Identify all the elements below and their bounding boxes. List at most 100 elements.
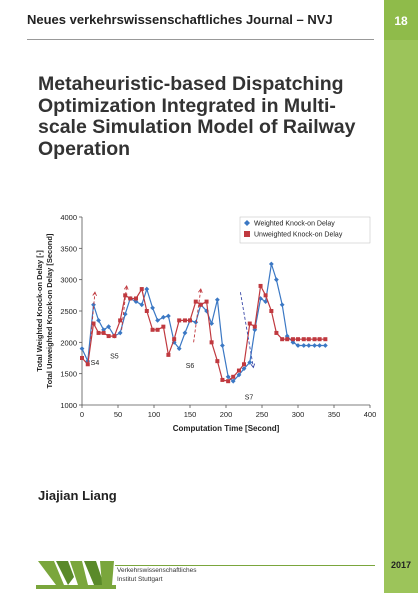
data-point-unweighted — [236, 368, 241, 373]
data-point-weighted — [214, 297, 220, 303]
data-point-unweighted — [220, 377, 225, 382]
logo-underline — [115, 565, 375, 566]
data-point-unweighted — [312, 337, 317, 342]
data-point-weighted — [322, 343, 328, 348]
data-point-unweighted — [204, 299, 209, 304]
data-point-unweighted — [209, 340, 214, 345]
data-point-unweighted — [263, 293, 268, 298]
legend-marker-weighted — [244, 220, 250, 226]
x-tick-label: 150 — [184, 410, 197, 419]
data-point-unweighted — [172, 337, 177, 342]
stage-label: S4 — [91, 360, 100, 367]
data-point-unweighted — [118, 318, 123, 323]
x-tick-label: 50 — [114, 410, 122, 419]
data-point-weighted — [209, 321, 214, 326]
data-point-unweighted — [231, 374, 236, 379]
x-tick-label: 350 — [328, 410, 341, 419]
legend-marker-unweighted — [244, 231, 250, 237]
issue-box — [384, 0, 418, 40]
annotation-arrow — [193, 289, 202, 343]
annotation-arrow — [121, 285, 128, 330]
data-point-unweighted — [258, 283, 263, 288]
data-point-weighted — [166, 313, 171, 319]
delay-chart: 1000 1500 2000 2500 3000 3500 4000 0 50 100 150 200… — [35, 213, 376, 433]
y-tick-label: 3000 — [60, 276, 77, 285]
data-point-unweighted — [323, 337, 328, 342]
data-point-unweighted — [144, 309, 149, 313]
data-point-unweighted — [128, 296, 133, 301]
data-point-unweighted — [285, 337, 290, 342]
publisher-name-line1: Verkehrswissenschaftliches — [117, 567, 197, 574]
data-point-weighted — [230, 378, 236, 384]
data-point-unweighted — [155, 327, 160, 332]
x-tick-label: 0 — [80, 410, 84, 419]
data-point-weighted — [236, 372, 242, 378]
publisher-name-line2: Institut Stuttgart — [117, 576, 163, 583]
data-point-weighted — [247, 359, 253, 365]
data-point-weighted — [263, 299, 268, 304]
x-tick-label: 200 — [220, 410, 233, 419]
data-point-unweighted — [139, 287, 144, 292]
y-tick-label: 2500 — [60, 307, 77, 316]
data-point-weighted — [160, 314, 166, 320]
annotation-arrowhead — [250, 363, 256, 369]
journal-header: Neues verkehrswissenschaftliches Journal… — [0, 0, 418, 40]
data-point-weighted — [295, 343, 301, 348]
data-point-unweighted — [290, 337, 295, 342]
data-point-weighted — [144, 286, 150, 292]
author-name: Jiajian Liang — [38, 488, 117, 503]
data-point-unweighted — [306, 337, 311, 342]
y-tick-label: 2000 — [60, 338, 77, 347]
data-point-unweighted — [85, 362, 90, 367]
book-title: Metaheuristic-based Dispatching Optimiza… — [38, 73, 356, 160]
data-point-unweighted — [91, 321, 96, 326]
annotation-arrow — [239, 292, 254, 368]
series-line-1 — [81, 263, 326, 383]
data-point-unweighted — [193, 299, 198, 304]
data-point-weighted — [150, 305, 155, 311]
data-point-unweighted — [182, 318, 187, 323]
data-point-unweighted — [252, 324, 257, 329]
legend-box — [239, 216, 371, 244]
series-line-2 — [81, 283, 326, 382]
y-tick-label: 1000 — [60, 401, 77, 410]
issue-number: 18 — [394, 14, 408, 28]
annotation-arrowhead — [92, 291, 97, 297]
data-point-weighted — [317, 343, 322, 348]
data-point-unweighted — [215, 359, 220, 364]
y-tick-label: 1500 — [60, 370, 77, 379]
data-point-unweighted — [301, 337, 306, 342]
data-point-unweighted — [296, 337, 300, 342]
annotation-arrowhead — [198, 288, 203, 293]
data-point-weighted — [312, 343, 317, 348]
data-point-unweighted — [226, 379, 231, 384]
data-point-weighted — [220, 343, 225, 348]
data-point-weighted — [117, 330, 123, 336]
x-tick-label: 100 — [148, 410, 161, 419]
data-point-weighted — [301, 343, 307, 348]
data-point-unweighted — [269, 309, 274, 313]
data-point-unweighted — [177, 318, 182, 323]
stage-label: S6 — [186, 363, 195, 370]
header-divider — [27, 39, 374, 40]
data-point-unweighted — [161, 324, 166, 329]
data-point-unweighted — [198, 302, 203, 307]
data-point-weighted — [241, 366, 247, 372]
data-point-unweighted — [188, 318, 192, 323]
x-axis-title: Computation Time [Second] — [173, 424, 280, 433]
legend-label: Weighted Knock-on Delay — [254, 221, 335, 228]
data-point-weighted — [182, 330, 188, 336]
y-tick-label: 4000 — [60, 213, 77, 222]
data-point-unweighted — [247, 321, 252, 326]
journal-name: Neues verkehrswissenschaftliches Journal… — [27, 12, 333, 27]
publisher-logo — [36, 561, 116, 589]
data-point-unweighted — [274, 330, 279, 335]
data-point-weighted — [101, 327, 106, 333]
publication-year: 2017 — [390, 560, 412, 570]
x-tick-label: 300 — [292, 410, 305, 419]
stage-label: S7 — [245, 394, 254, 401]
y-axis-title-line2: Total Unweighted Knock-on Delay [Second] — [45, 233, 54, 388]
data-point-weighted — [155, 318, 160, 323]
data-point-unweighted — [101, 330, 106, 335]
data-point-unweighted — [106, 334, 111, 339]
